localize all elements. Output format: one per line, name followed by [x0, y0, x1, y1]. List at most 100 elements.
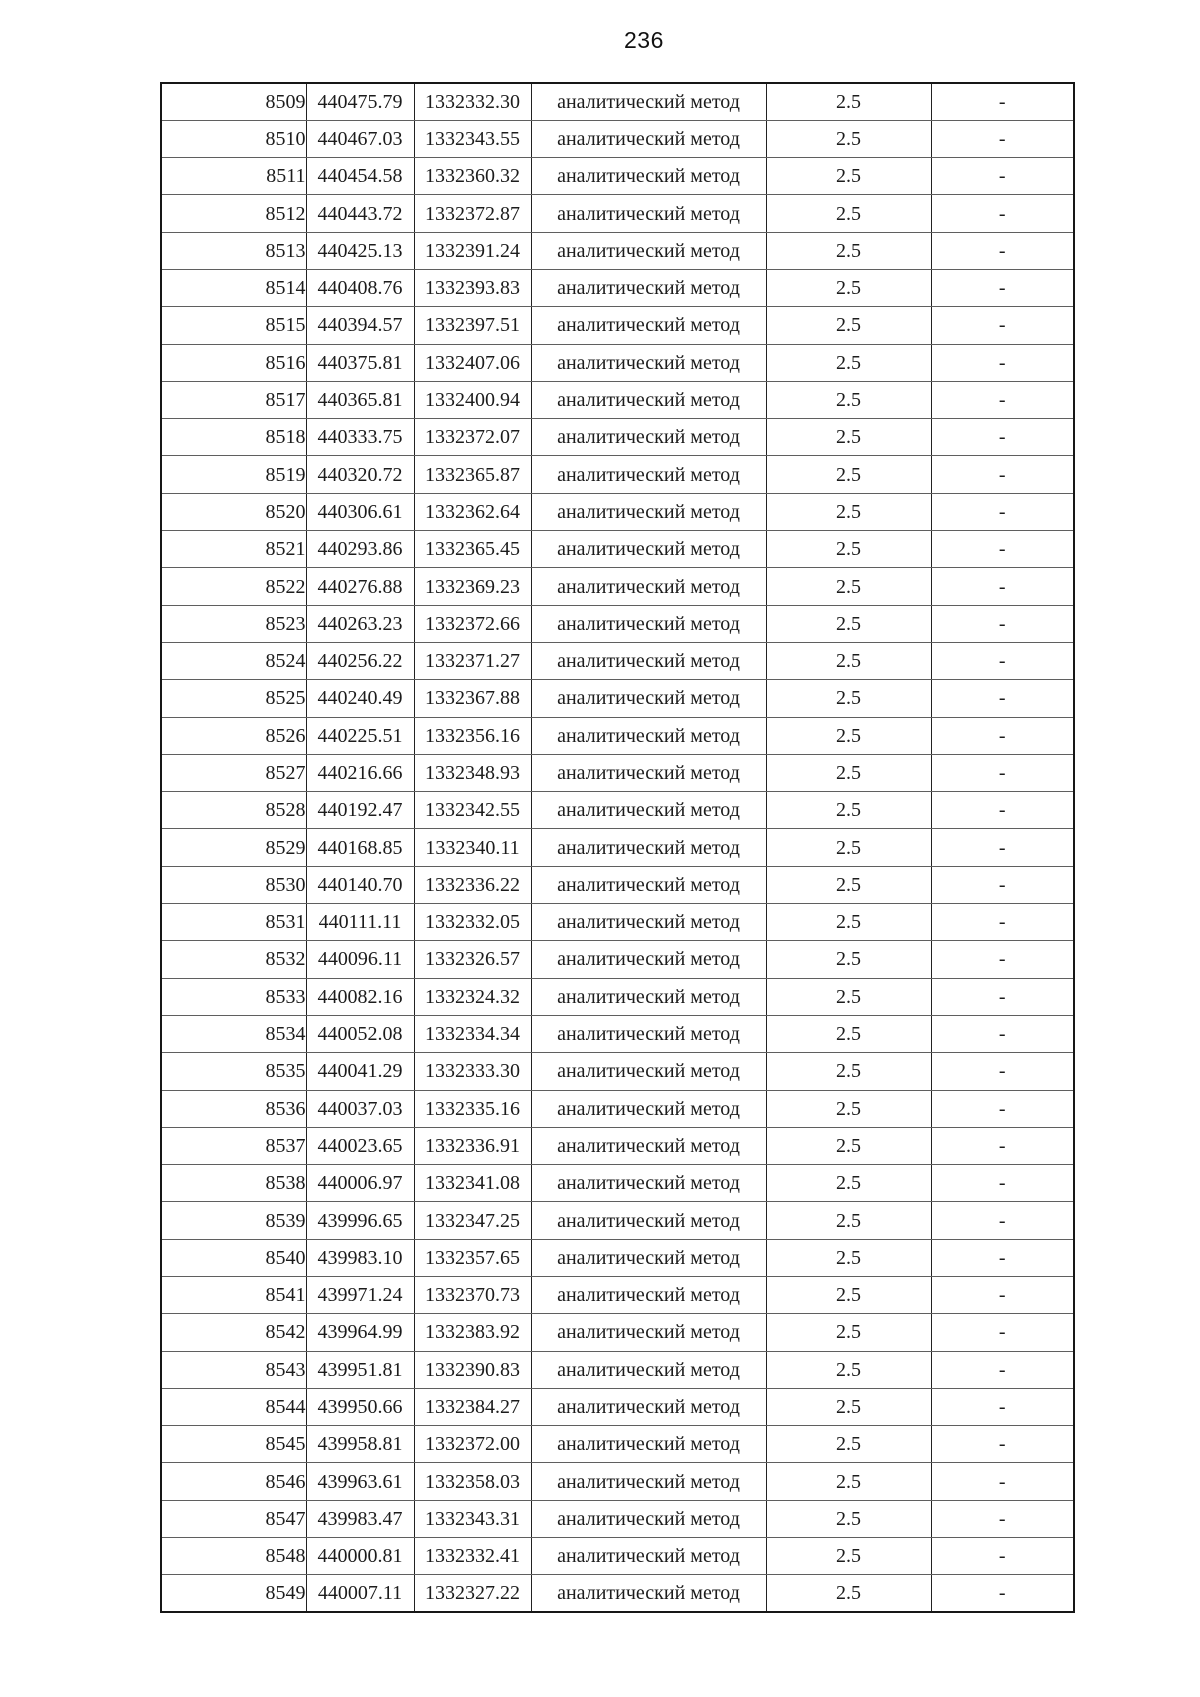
accuracy-cell: 2.5 — [765, 791, 932, 830]
table-row: 8542 439964.99 1332383.92 аналитический мет… — [160, 1313, 1075, 1352]
y-coordinate-cell: 1332358.03 — [413, 1462, 532, 1501]
note-cell: - — [930, 119, 1075, 159]
point-number-cell: 8546 — [160, 1462, 307, 1501]
accuracy-cell: 2.5 — [765, 753, 932, 793]
table-row: 8519 440320.72 1332365.87 аналитический мет… — [160, 455, 1075, 494]
x-coordinate-cell: 440408.76 — [305, 268, 415, 308]
accuracy-cell: 2.5 — [765, 1462, 932, 1501]
accuracy-cell: 2.5 — [765, 716, 932, 755]
table-row: 8537 440023.65 1332336.91 аналитический мет… — [160, 1126, 1075, 1166]
x-coordinate-cell: 440006.97 — [305, 1164, 415, 1203]
y-coordinate-cell: 1332357.65 — [413, 1238, 532, 1278]
x-coordinate-cell: 440443.72 — [305, 194, 415, 233]
x-coordinate-cell: 440375.81 — [305, 343, 415, 382]
table-row: 8533 440082.16 1332324.32 аналитический мет… — [160, 977, 1075, 1016]
y-coordinate-cell: 1332332.05 — [413, 903, 532, 942]
note-cell: - — [930, 1313, 1075, 1352]
note-cell: - — [930, 1425, 1075, 1464]
accuracy-cell: 2.5 — [765, 865, 932, 905]
table-row: 8509 440475.79 1332332.30 аналитический мет… — [160, 82, 1075, 121]
point-number-cell: 8544 — [160, 1387, 307, 1427]
note-cell: - — [930, 1537, 1075, 1576]
method-cell: аналитический метод — [530, 567, 767, 606]
x-coordinate-cell: 439958.81 — [305, 1425, 415, 1464]
x-coordinate-cell: 439983.47 — [305, 1499, 415, 1539]
note-cell: - — [930, 194, 1075, 233]
accuracy-cell: 2.5 — [765, 306, 932, 345]
accuracy-cell: 2.5 — [765, 1537, 932, 1576]
accuracy-cell: 2.5 — [765, 119, 932, 159]
accuracy-cell: 2.5 — [765, 828, 932, 867]
y-coordinate-cell: 1332360.32 — [413, 157, 532, 196]
point-number-cell: 8517 — [160, 380, 307, 420]
point-number-cell: 8548 — [160, 1537, 307, 1576]
accuracy-cell: 2.5 — [765, 1014, 932, 1054]
method-cell: аналитический метод — [530, 791, 767, 830]
point-number-cell: 8510 — [160, 119, 307, 159]
method-cell: аналитический метод — [530, 1164, 767, 1203]
method-cell: аналитический метод — [530, 753, 767, 793]
accuracy-cell: 2.5 — [765, 231, 932, 270]
point-number-cell: 8524 — [160, 641, 307, 681]
table-row: 8518 440333.75 1332372.07 аналитический мет… — [160, 418, 1075, 457]
note-cell: - — [930, 418, 1075, 457]
note-cell: - — [930, 1126, 1075, 1166]
x-coordinate-cell: 439950.66 — [305, 1387, 415, 1427]
y-coordinate-cell: 1332334.34 — [413, 1014, 532, 1054]
table-row: 8538 440006.97 1332341.08 аналитический мет… — [160, 1164, 1075, 1203]
point-number-cell: 8539 — [160, 1201, 307, 1240]
y-coordinate-cell: 1332365.45 — [413, 530, 532, 569]
note-cell: - — [930, 231, 1075, 270]
note-cell: - — [930, 455, 1075, 494]
method-cell: аналитический метод — [530, 903, 767, 942]
y-coordinate-cell: 1332336.22 — [413, 865, 532, 905]
accuracy-cell: 2.5 — [765, 604, 932, 643]
x-coordinate-cell: 440111.11 — [305, 903, 415, 942]
note-cell: - — [930, 1499, 1075, 1539]
table-row: 8517 440365.81 1332400.94 аналитический мет… — [160, 380, 1075, 420]
note-cell: - — [930, 791, 1075, 830]
table-row: 8547 439983.47 1332343.31 аналитический мет… — [160, 1499, 1075, 1539]
y-coordinate-cell: 1332383.92 — [413, 1313, 532, 1352]
table-row: 8528 440192.47 1332342.55 аналитический мет… — [160, 791, 1075, 830]
note-cell: - — [930, 567, 1075, 606]
y-coordinate-cell: 1332393.83 — [413, 268, 532, 308]
y-coordinate-cell: 1332335.16 — [413, 1089, 532, 1128]
method-cell: аналитический метод — [530, 343, 767, 382]
y-coordinate-cell: 1332371.27 — [413, 641, 532, 681]
method-cell: аналитический метод — [530, 977, 767, 1016]
table-row: 8541 439971.24 1332370.73 аналитический мет… — [160, 1275, 1075, 1315]
method-cell: аналитический метод — [530, 679, 767, 718]
method-cell: аналитический метод — [530, 1425, 767, 1464]
x-coordinate-cell: 439963.61 — [305, 1462, 415, 1501]
method-cell: аналитический метод — [530, 641, 767, 681]
point-number-cell: 8523 — [160, 604, 307, 643]
note-cell: - — [930, 157, 1075, 196]
x-coordinate-cell: 440192.47 — [305, 791, 415, 830]
table-row: 8529 440168.85 1332340.11 аналитический мет… — [160, 828, 1075, 867]
x-coordinate-cell: 440394.57 — [305, 306, 415, 345]
note-cell: - — [930, 1574, 1075, 1613]
method-cell: аналитический метод — [530, 455, 767, 494]
note-cell: - — [930, 753, 1075, 793]
method-cell: аналитический метод — [530, 530, 767, 569]
x-coordinate-cell: 440365.81 — [305, 380, 415, 420]
x-coordinate-cell: 440037.03 — [305, 1089, 415, 1128]
y-coordinate-cell: 1332372.00 — [413, 1425, 532, 1464]
accuracy-cell: 2.5 — [765, 679, 932, 718]
table-row: 8527 440216.66 1332348.93 аналитический мет… — [160, 753, 1075, 793]
note-cell: - — [930, 306, 1075, 345]
method-cell: аналитический метод — [530, 1052, 767, 1091]
table-row: 8525 440240.49 1332367.88 аналитический мет… — [160, 679, 1075, 718]
point-number-cell: 8537 — [160, 1126, 307, 1166]
point-number-cell: 8531 — [160, 903, 307, 942]
accuracy-cell: 2.5 — [765, 343, 932, 382]
method-cell: аналитический метод — [530, 231, 767, 270]
method-cell: аналитический метод — [530, 1014, 767, 1054]
table-row: 8515 440394.57 1332397.51 аналитический мет… — [160, 306, 1075, 345]
point-number-cell: 8512 — [160, 194, 307, 233]
accuracy-cell: 2.5 — [765, 1275, 932, 1315]
table-row: 8539 439996.65 1332347.25 аналитический мет… — [160, 1201, 1075, 1240]
note-cell: - — [930, 940, 1075, 979]
point-number-cell: 8532 — [160, 940, 307, 979]
